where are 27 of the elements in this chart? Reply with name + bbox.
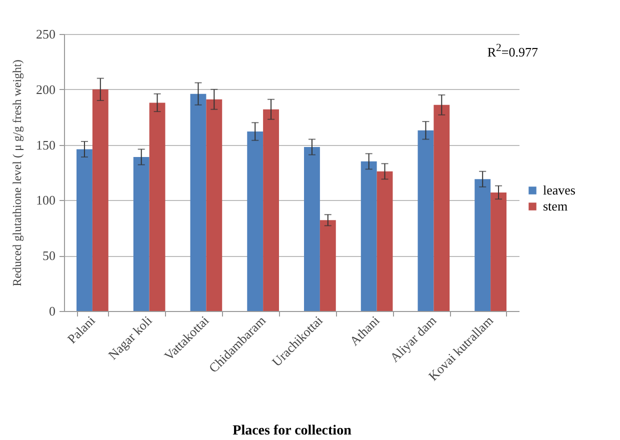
bar [92, 89, 108, 311]
bar [190, 94, 206, 311]
bar [474, 179, 491, 311]
bar [247, 132, 264, 311]
legend-label: stem [543, 198, 568, 214]
bar [490, 192, 506, 311]
y-tick-label: 0 [49, 304, 56, 318]
bar [304, 147, 320, 311]
y-tick-label: 100 [36, 192, 56, 208]
bar [360, 161, 377, 311]
bar [133, 156, 150, 311]
bar [320, 220, 336, 311]
bar [149, 102, 166, 311]
bar [76, 149, 92, 311]
y-tick-label: 250 [36, 26, 56, 42]
bar [418, 130, 434, 311]
annotation: R$^{2}$=0.977 [487, 42, 538, 60]
y-tick-label: 50 [42, 248, 56, 264]
y-tick-label: 150 [36, 137, 56, 152]
bar [263, 109, 279, 311]
legend-label: leaves [543, 182, 576, 198]
bar [434, 104, 450, 311]
bar [376, 171, 393, 311]
y-tick-label: 200 [36, 82, 56, 97]
bar [206, 99, 222, 311]
y-axis-title: Reduced glutathione level ( μ g/g fresh weight) [10, 60, 24, 286]
x-axis-title: Places for collection [232, 423, 352, 438]
